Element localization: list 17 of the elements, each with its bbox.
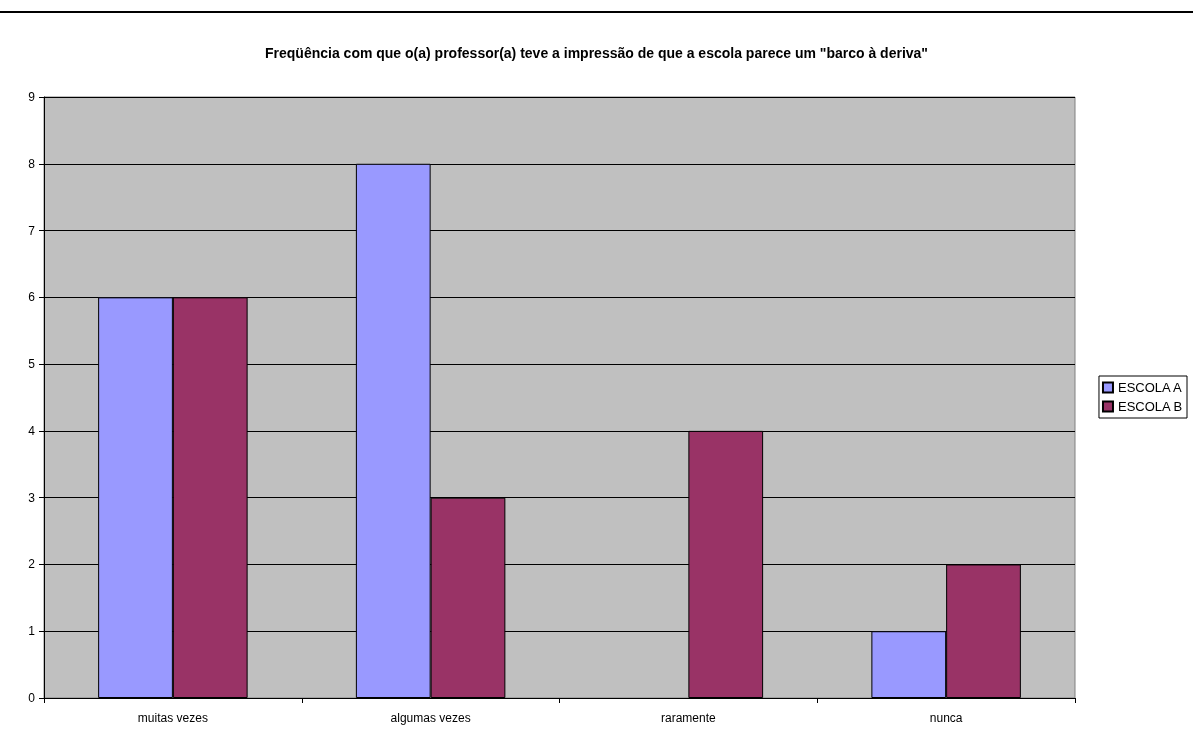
x-tick-label: raramente [661, 711, 717, 725]
x-tick-label: nunca [929, 711, 963, 725]
y-tick-label: 0 [28, 691, 36, 705]
legend-label: ESCOLA A [1117, 380, 1182, 395]
y-tick-label: 3 [28, 490, 36, 505]
y-tick-label: 1 [28, 624, 36, 639]
y-tick-label: 4 [28, 423, 36, 438]
y-tick-label: 7 [28, 223, 36, 238]
y-tick-label: 8 [28, 156, 36, 171]
y-tick-label: 2 [28, 557, 36, 572]
legend-label: ESCOLA B [1117, 399, 1183, 414]
y-tick-label: 5 [28, 357, 36, 372]
x-tick-label: muitas vezes [137, 711, 208, 725]
y-tick-label: 9 [28, 90, 36, 104]
x-tick-label: algumas vezes [390, 711, 471, 725]
y-tick-label: 6 [28, 290, 36, 305]
chart-title: Freqüência com que o(a) professor(a) teve a impressão de que a escola parece um "barco à deriva" [265, 45, 928, 61]
